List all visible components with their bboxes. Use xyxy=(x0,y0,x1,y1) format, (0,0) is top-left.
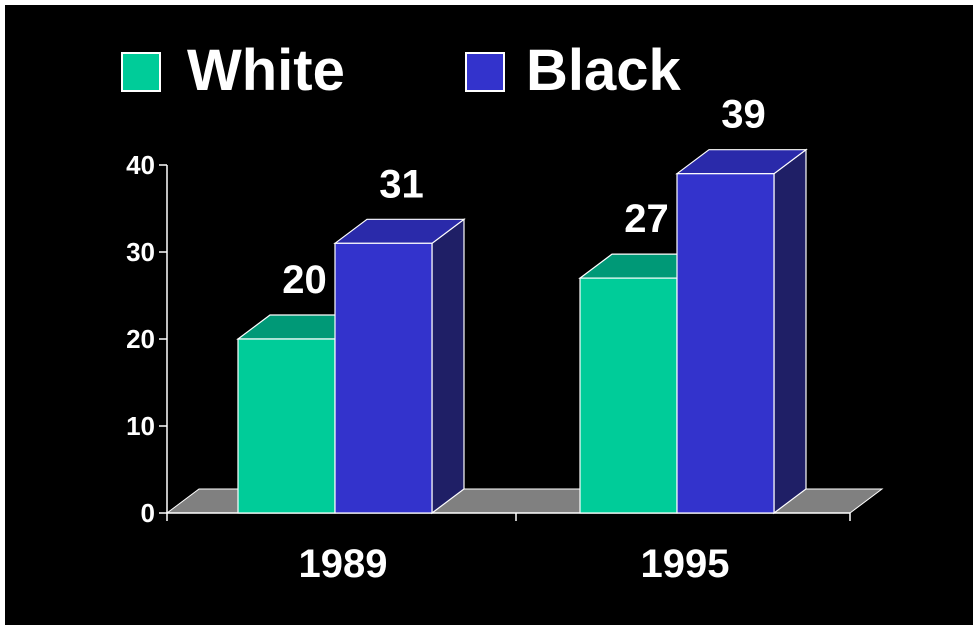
data-label: 39 xyxy=(721,93,766,137)
bar xyxy=(676,173,775,514)
data-label: 27 xyxy=(624,197,669,241)
y-tick-label: 20 xyxy=(126,324,155,354)
legend-label-black: Black xyxy=(526,38,682,103)
legend-swatch-black xyxy=(465,52,505,92)
x-category-label: 1989 xyxy=(299,542,388,586)
bar xyxy=(237,338,336,514)
data-label: 20 xyxy=(282,258,327,302)
chart-frame: White Black 0 10 20 30 40 20 31 1989 27 39 1995 xyxy=(5,5,973,625)
bar xyxy=(579,277,678,514)
bar-chart: White Black 0 10 20 30 40 20 31 1989 27 39 1995 xyxy=(121,38,884,586)
bar-side xyxy=(773,148,807,515)
legend: White Black xyxy=(121,38,682,103)
y-tick-label: 40 xyxy=(126,150,155,180)
data-label: 31 xyxy=(379,162,424,206)
x-category-label: 1995 xyxy=(641,542,730,586)
y-tick-label: 10 xyxy=(126,411,155,441)
legend-label-white: White xyxy=(187,38,345,103)
bar-side xyxy=(431,218,465,515)
chart-marks: 0 10 20 30 40 20 31 1989 27 39 1995 xyxy=(126,93,884,586)
y-tick-label: 0 xyxy=(141,498,155,528)
bar xyxy=(334,242,433,514)
legend-swatch-white xyxy=(121,52,161,92)
y-tick-label: 30 xyxy=(126,237,155,267)
